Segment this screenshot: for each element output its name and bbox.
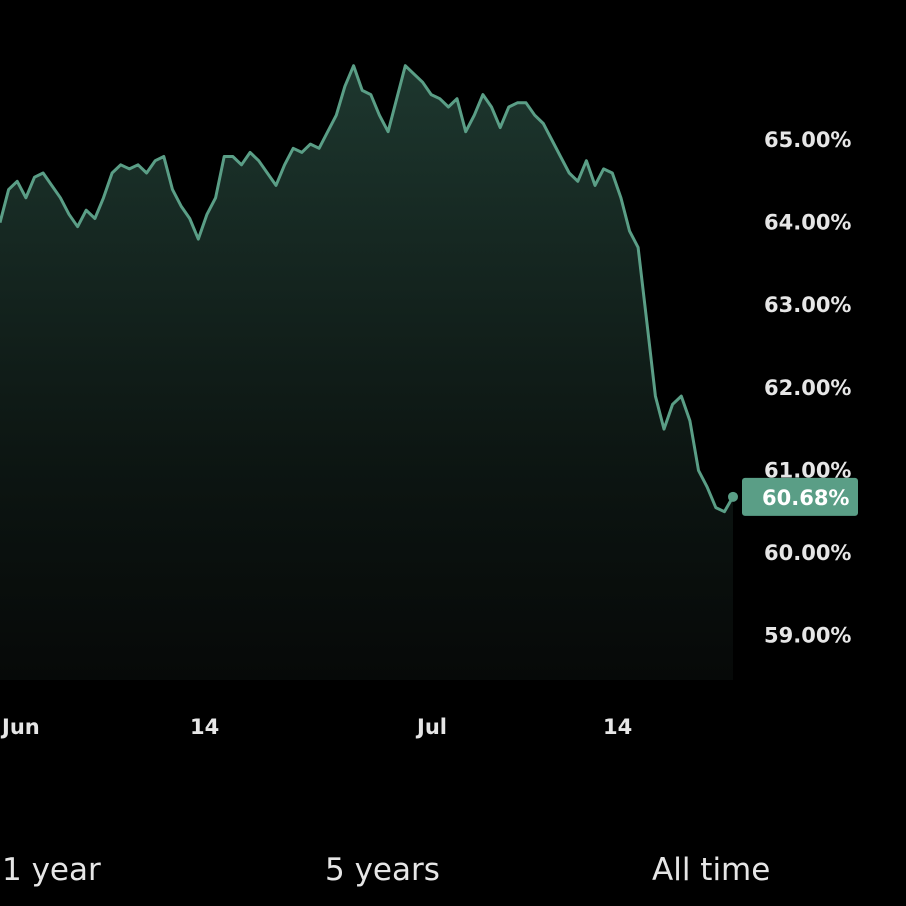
area-fill: [0, 65, 733, 680]
x-tick-label: 14: [190, 715, 219, 739]
x-tick-label: Jul: [415, 715, 447, 739]
current-value-label: 60.68%: [762, 486, 849, 510]
y-tick-label: 59.00%: [764, 624, 851, 648]
range-1-year-button[interactable]: 1 year: [2, 852, 101, 888]
y-tick-label: 62.00%: [764, 376, 851, 400]
x-tick-label: Jun: [0, 715, 40, 739]
y-tick-label: 65.00%: [764, 128, 851, 152]
x-tick-label: 14: [603, 715, 632, 739]
range-5-years-button[interactable]: 5 years: [325, 852, 440, 888]
y-tick-label: 64.00%: [764, 211, 851, 235]
current-value-badge: [742, 477, 858, 516]
last-point-marker: [728, 491, 738, 502]
range-all-time-button[interactable]: All time: [652, 852, 771, 888]
y-tick-label: 63.00%: [764, 293, 851, 317]
series-line: [0, 64, 735, 514]
y-tick-label: 60.00%: [764, 541, 851, 565]
